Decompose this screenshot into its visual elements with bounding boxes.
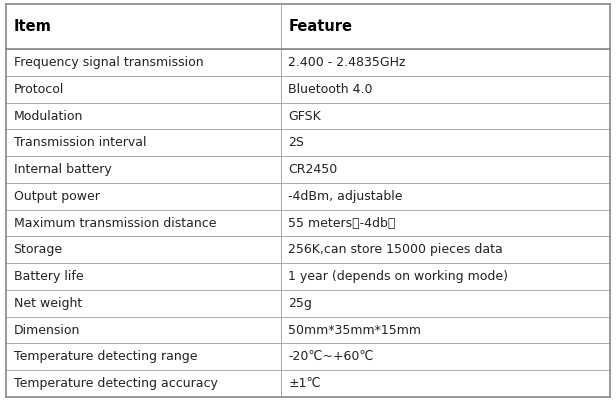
Text: Net weight: Net weight: [14, 297, 82, 310]
Bar: [6, 130, 610, 156]
Bar: [6, 4, 610, 49]
Text: 55 meters（-4db）: 55 meters（-4db）: [288, 217, 395, 230]
Text: 50mm*35mm*15mm: 50mm*35mm*15mm: [288, 324, 421, 336]
Bar: [6, 76, 610, 103]
Text: Protocol: Protocol: [14, 83, 64, 96]
Bar: [6, 317, 610, 344]
Text: 2S: 2S: [288, 136, 304, 149]
Bar: [6, 49, 610, 76]
Text: -20℃~+60℃: -20℃~+60℃: [288, 350, 373, 363]
Text: Temperature detecting accuracy: Temperature detecting accuracy: [14, 377, 217, 390]
Text: Frequency signal transmission: Frequency signal transmission: [14, 56, 203, 69]
Text: Temperature detecting range: Temperature detecting range: [14, 350, 197, 363]
Text: Maximum transmission distance: Maximum transmission distance: [14, 217, 216, 230]
Text: Bluetooth 4.0: Bluetooth 4.0: [288, 83, 373, 96]
Text: Storage: Storage: [14, 243, 63, 256]
Bar: [6, 263, 610, 290]
Text: Feature: Feature: [288, 19, 352, 34]
Bar: [6, 183, 610, 210]
Text: Output power: Output power: [14, 190, 99, 203]
Bar: [6, 210, 610, 237]
Bar: [6, 237, 610, 263]
Text: GFSK: GFSK: [288, 109, 321, 123]
Text: Internal battery: Internal battery: [14, 163, 111, 176]
Bar: [6, 370, 610, 397]
Text: CR2450: CR2450: [288, 163, 338, 176]
Bar: [6, 290, 610, 317]
Text: Modulation: Modulation: [14, 109, 83, 123]
Text: 2.400 - 2.4835GHz: 2.400 - 2.4835GHz: [288, 56, 406, 69]
Bar: [6, 156, 610, 183]
Bar: [6, 344, 610, 370]
Text: 25g: 25g: [288, 297, 312, 310]
Bar: [6, 103, 610, 130]
Text: Battery life: Battery life: [14, 270, 83, 283]
Text: 1 year (depends on working mode): 1 year (depends on working mode): [288, 270, 508, 283]
Text: Dimension: Dimension: [14, 324, 80, 336]
Text: 256K,can store 15000 pieces data: 256K,can store 15000 pieces data: [288, 243, 503, 256]
Text: Transmission interval: Transmission interval: [14, 136, 146, 149]
Text: ±1℃: ±1℃: [288, 377, 321, 390]
Text: Item: Item: [14, 19, 51, 34]
Text: -4dBm, adjustable: -4dBm, adjustable: [288, 190, 403, 203]
